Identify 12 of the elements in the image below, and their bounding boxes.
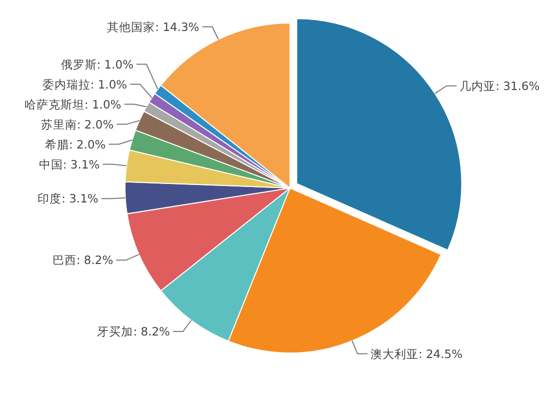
slice-label: 澳大利亚: 24.5% <box>370 346 463 361</box>
slice-label: 牙买加: 8.2% <box>97 324 170 339</box>
slice-label: 其他国家: 14.3% <box>107 20 200 34</box>
slice-label: 希腊: 2.0% <box>45 137 106 152</box>
slice-label: 委内瑞拉: 1.0% <box>42 77 128 92</box>
slice-label: 哈萨克斯坦: 1.0% <box>24 97 122 112</box>
slice-label: 几内亚: 31.6% <box>460 78 540 93</box>
slice-label: 中国: 3.1% <box>38 157 100 172</box>
slice-label: 巴西: 8.2% <box>52 253 114 268</box>
slice-label: 印度: 3.1% <box>38 192 98 206</box>
slice-label: 俄罗斯: 1.0% <box>60 57 134 72</box>
slice-label: 苏里南: 2.0% <box>40 117 114 132</box>
